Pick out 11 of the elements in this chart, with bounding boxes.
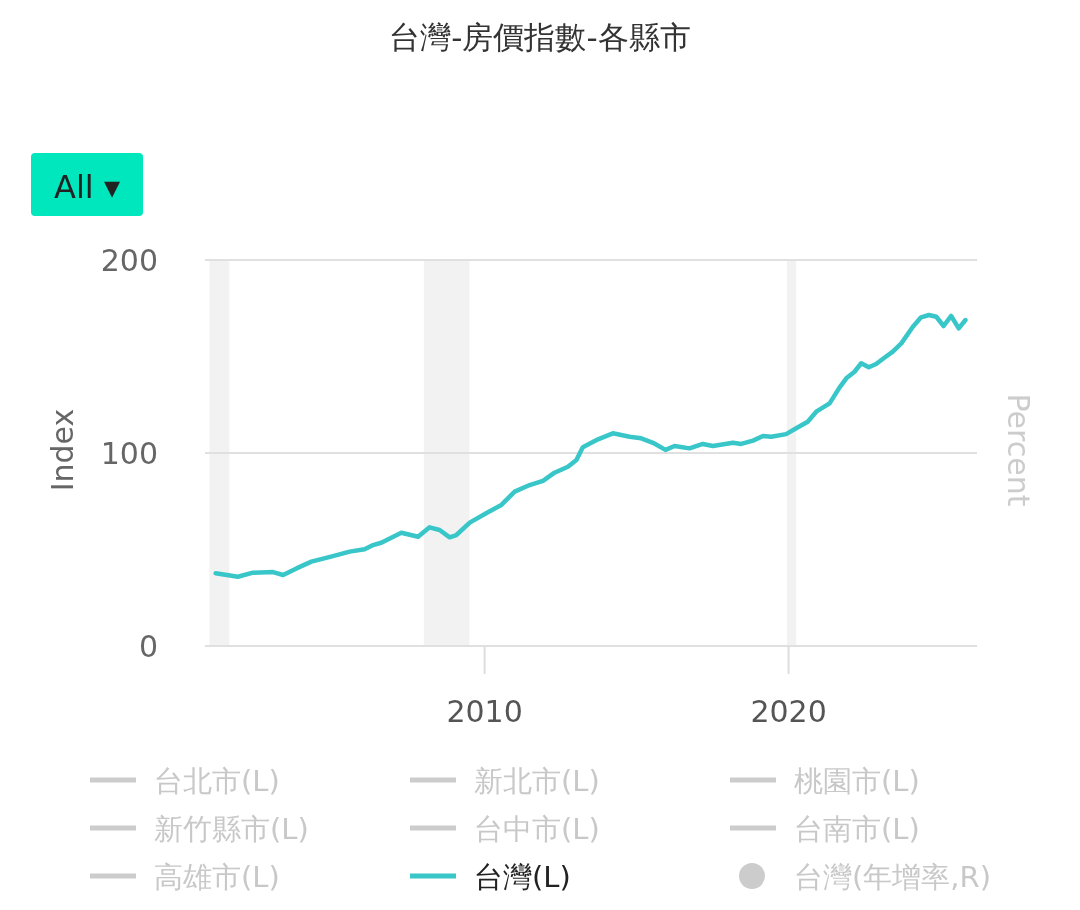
y-axis-title: Index xyxy=(45,408,80,492)
chart-title: 台灣-房價指數-各縣市 xyxy=(389,19,691,55)
y-tick-label: 0 xyxy=(138,629,158,664)
y-tick-label: 200 xyxy=(100,243,158,278)
x-tick-label: 2010 xyxy=(446,694,523,729)
legend-item: 台灣(L) xyxy=(410,860,571,894)
x-tick-label: 2020 xyxy=(750,694,827,729)
legend-label: 台灣(L) xyxy=(474,860,571,894)
y-tick-label: 100 xyxy=(100,436,158,471)
button: All ▾ xyxy=(31,153,143,216)
line-series xyxy=(213,312,968,579)
